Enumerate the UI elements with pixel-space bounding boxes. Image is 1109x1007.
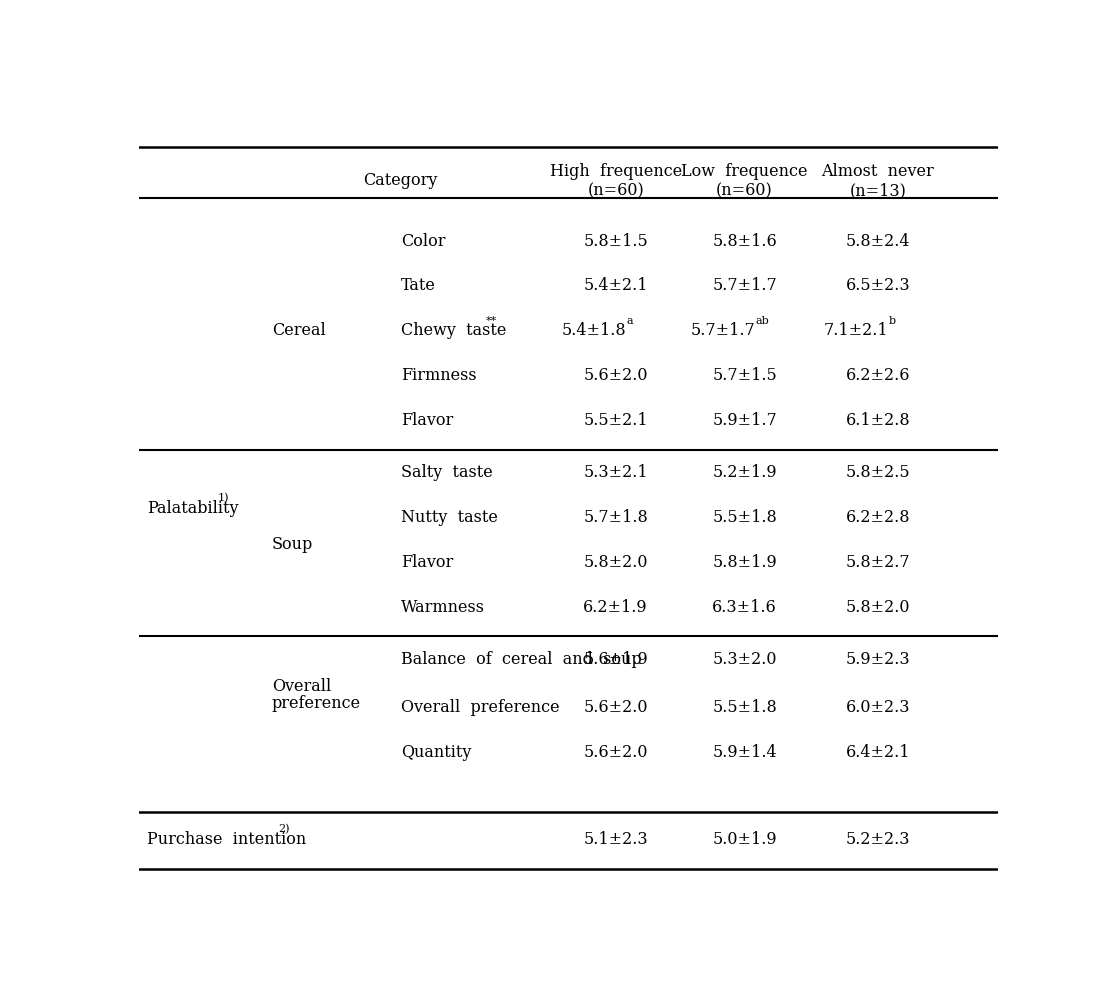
Text: 5.7±1.8: 5.7±1.8 (583, 509, 648, 526)
Text: (n=13): (n=13) (849, 182, 906, 199)
Text: 5.4±2.1: 5.4±2.1 (583, 278, 648, 294)
Text: 5.2±2.3: 5.2±2.3 (845, 831, 910, 848)
Text: 1): 1) (217, 493, 230, 504)
Text: Tate: Tate (400, 278, 436, 294)
Text: 6.3±1.6: 6.3±1.6 (712, 598, 777, 615)
Text: 6.2±2.8: 6.2±2.8 (845, 509, 910, 526)
Text: 5.6±2.0: 5.6±2.0 (583, 699, 648, 716)
Text: Palatability: Palatability (147, 500, 238, 517)
Text: b: b (889, 316, 896, 326)
Text: 6.2±2.6: 6.2±2.6 (845, 368, 910, 385)
Text: 5.5±2.1: 5.5±2.1 (583, 413, 648, 429)
Text: Low  frequence: Low frequence (681, 163, 807, 179)
Text: 5.9±1.7: 5.9±1.7 (712, 413, 777, 429)
Text: 5.8±2.0: 5.8±2.0 (845, 598, 910, 615)
Text: (n=60): (n=60) (588, 182, 644, 199)
Text: 7.1±2.1: 7.1±2.1 (824, 322, 888, 339)
Text: 5.9±1.4: 5.9±1.4 (712, 744, 777, 761)
Text: Overall: Overall (272, 679, 332, 696)
Text: 5.6±2.0: 5.6±2.0 (583, 744, 648, 761)
Text: 5.5±1.8: 5.5±1.8 (712, 509, 777, 526)
Text: ab: ab (755, 316, 770, 326)
Text: 5.8±2.0: 5.8±2.0 (583, 554, 648, 571)
Text: Nutty  taste: Nutty taste (400, 509, 498, 526)
Text: 6.0±2.3: 6.0±2.3 (845, 699, 910, 716)
Text: Salty  taste: Salty taste (400, 463, 492, 480)
Text: 5.0±1.9: 5.0±1.9 (712, 831, 777, 848)
Text: a: a (627, 316, 633, 326)
Text: 5.6±2.0: 5.6±2.0 (583, 368, 648, 385)
Text: 5.8±1.6: 5.8±1.6 (712, 233, 777, 250)
Text: 5.8±2.5: 5.8±2.5 (845, 463, 910, 480)
Text: 6.5±2.3: 6.5±2.3 (845, 278, 910, 294)
Text: Quantity: Quantity (400, 744, 471, 761)
Text: Cereal: Cereal (272, 322, 326, 339)
Text: Flavor: Flavor (400, 554, 452, 571)
Text: 5.2±1.9: 5.2±1.9 (712, 463, 777, 480)
Text: **: ** (486, 316, 497, 326)
Text: Balance  of  cereal  and  soup: Balance of cereal and soup (400, 652, 641, 669)
Text: Color: Color (400, 233, 446, 250)
Text: 5.1±2.3: 5.1±2.3 (583, 831, 648, 848)
Text: 5.7±1.7: 5.7±1.7 (712, 278, 777, 294)
Text: (n=60): (n=60) (716, 182, 773, 199)
Text: 5.4±1.8: 5.4±1.8 (562, 322, 627, 339)
Text: Category: Category (364, 172, 438, 189)
Text: Firmness: Firmness (400, 368, 477, 385)
Text: 6.1±2.8: 6.1±2.8 (845, 413, 910, 429)
Text: High  frequence: High frequence (549, 163, 682, 179)
Text: 5.8±1.5: 5.8±1.5 (583, 233, 648, 250)
Text: Almost  never: Almost never (822, 163, 934, 179)
Text: 5.7±1.5: 5.7±1.5 (712, 368, 777, 385)
Text: Warmness: Warmness (400, 598, 485, 615)
Text: Flavor: Flavor (400, 413, 452, 429)
Text: 6.2±1.9: 6.2±1.9 (583, 598, 648, 615)
Text: 5.7±1.7: 5.7±1.7 (691, 322, 755, 339)
Text: 2): 2) (278, 825, 289, 835)
Text: 5.5±1.8: 5.5±1.8 (712, 699, 777, 716)
Text: Purchase  intention: Purchase intention (147, 831, 306, 848)
Text: 5.3±2.1: 5.3±2.1 (583, 463, 648, 480)
Text: Chewy  taste: Chewy taste (400, 322, 506, 339)
Text: preference: preference (272, 696, 360, 712)
Text: 5.8±1.9: 5.8±1.9 (712, 554, 777, 571)
Text: 5.3±2.0: 5.3±2.0 (712, 652, 776, 669)
Text: 6.4±2.1: 6.4±2.1 (845, 744, 910, 761)
Text: 5.6±1.9: 5.6±1.9 (583, 652, 648, 669)
Text: 5.9±2.3: 5.9±2.3 (845, 652, 910, 669)
Text: Overall  preference: Overall preference (400, 699, 559, 716)
Text: 5.8±2.4: 5.8±2.4 (845, 233, 910, 250)
Text: Soup: Soup (272, 537, 313, 554)
Text: 5.8±2.7: 5.8±2.7 (845, 554, 910, 571)
